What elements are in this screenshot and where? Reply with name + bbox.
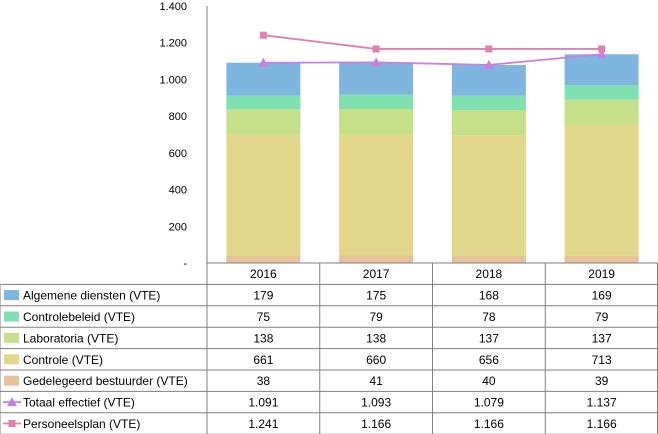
data-label: 75 [257, 310, 271, 324]
data-label: 1.093 [361, 396, 391, 410]
line-marker-square [598, 45, 606, 53]
line-marker-triangle [596, 49, 607, 59]
data-label: 1.091 [248, 396, 278, 410]
series-name: Gedelegeerd bestuurder (VTE) [23, 374, 188, 388]
data-label: 79 [595, 310, 609, 324]
bar-segment [226, 109, 301, 135]
data-label: 1.166 [587, 417, 617, 431]
line-marker-triangle [258, 57, 269, 67]
series-name: Personeelsplan (VTE) [23, 417, 140, 431]
bar-segment [339, 134, 414, 256]
data-label: 1.166 [474, 417, 504, 431]
series-line [263, 53, 602, 66]
table-header-year: 2019 [588, 267, 615, 281]
data-label: 175 [366, 289, 386, 303]
data-label: 38 [257, 374, 271, 388]
bar-segment [226, 62, 301, 96]
legend-key-swatch [4, 311, 19, 322]
y-tick-label: 800 [169, 111, 187, 123]
line-marker-square [372, 45, 380, 53]
bar-segment [339, 255, 414, 263]
bar-segment [564, 124, 639, 256]
bar-segment [451, 255, 526, 263]
y-tick-label: 600 [169, 148, 187, 160]
data-label: 168 [479, 289, 499, 303]
data-label: 137 [592, 331, 612, 345]
data-label: 1.079 [474, 396, 504, 410]
bar-segment [226, 134, 301, 257]
bar-segment [451, 135, 526, 256]
legend-key-swatch [4, 375, 19, 386]
y-tick-label: 400 [169, 185, 187, 197]
series-name: Totaal effectief (VTE) [23, 396, 135, 410]
line-marker-square [259, 31, 267, 39]
data-label: 169 [592, 289, 612, 303]
line-marker-square [485, 45, 493, 53]
data-label: 41 [369, 374, 383, 388]
data-label: 78 [482, 310, 496, 324]
legend-key-square [8, 420, 16, 427]
series-name: Controlebeleid (VTE) [23, 310, 135, 324]
bar-segment [226, 95, 301, 110]
series-name: Laboratoria (VTE) [23, 331, 118, 345]
data-label: 713 [592, 353, 612, 367]
y-tick-label: 1.200 [159, 38, 187, 50]
table-header-year: 2016 [250, 267, 277, 281]
bar-segment [339, 94, 414, 109]
legend-key-swatch [4, 332, 19, 343]
legend-key-swatch [4, 354, 19, 365]
series-name: Algemene diensten (VTE) [23, 289, 160, 303]
data-label: 79 [369, 310, 383, 324]
y-axis: - 200 400 600 800 1.000 1.200 1.400 [159, 1, 208, 270]
legend-key-triangle [7, 397, 17, 407]
bar-segment [564, 54, 639, 86]
data-label: 138 [253, 331, 273, 345]
bar-segment [564, 85, 639, 100]
data-label: 1.137 [587, 396, 617, 410]
data-label: 137 [479, 331, 499, 345]
data-label: 1.166 [361, 417, 391, 431]
data-table: 2016 2017 2018 2019 Algemene diensten (VTE) 1… [0, 262, 658, 434]
bar-segment [564, 99, 639, 125]
table-header-year: 2018 [476, 267, 503, 281]
data-label: 138 [366, 331, 386, 345]
bar-segment [226, 256, 301, 263]
data-label: 656 [479, 353, 499, 367]
y-tick-label: - [183, 258, 187, 270]
table-header-year: 2017 [363, 267, 390, 281]
legend-key-swatch [4, 290, 19, 301]
y-tick-label: 200 [169, 221, 187, 233]
series-lines [258, 31, 607, 69]
bar-segment [564, 255, 639, 263]
bars [226, 54, 639, 263]
series-name: Controle (VTE) [23, 353, 103, 367]
data-label: 39 [595, 374, 609, 388]
data-label: 661 [253, 353, 273, 367]
series-line [263, 34, 602, 50]
data-label: 179 [253, 289, 273, 303]
data-label: 1.241 [248, 417, 278, 431]
line-marker-triangle [483, 59, 494, 69]
bar-segment [339, 108, 414, 135]
data-label: 660 [366, 353, 386, 367]
data-label: 40 [482, 374, 496, 388]
bar-segment [451, 110, 526, 136]
y-tick-label: 1.000 [159, 74, 187, 86]
bar-segment [451, 95, 526, 111]
bar-segment [451, 64, 526, 96]
line-marker-triangle [371, 57, 382, 67]
bar-segment [339, 62, 414, 95]
y-tick-label: 1.400 [159, 1, 187, 13]
